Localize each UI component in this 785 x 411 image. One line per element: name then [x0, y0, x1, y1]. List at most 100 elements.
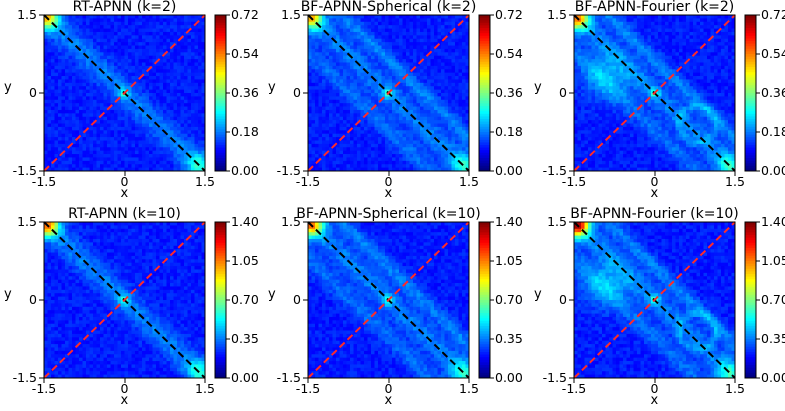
colorbar-segment	[479, 139, 490, 143]
heatmap-cell	[339, 72, 344, 77]
heatmap-cell	[409, 59, 414, 63]
heatmap-cell	[416, 154, 421, 158]
heatmap-cell	[187, 143, 192, 148]
heatmap-cell	[128, 147, 132, 152]
heatmap-cell	[58, 38, 62, 43]
heatmap-cell	[201, 86, 206, 91]
heatmap-cell	[409, 48, 414, 53]
heatmap-cell	[581, 130, 585, 135]
heatmap-cell	[308, 35, 312, 40]
heatmap-cell	[595, 130, 599, 135]
heatmap-cell	[381, 116, 386, 121]
heatmap-cell	[385, 113, 389, 118]
heatmap-cell	[131, 137, 136, 141]
heatmap-cell	[339, 69, 344, 74]
heatmap-cell	[187, 157, 192, 162]
heatmap-cell	[170, 31, 174, 36]
heatmap-cell	[462, 82, 466, 87]
heatmap-cell	[346, 99, 351, 104]
heatmap-cell	[595, 35, 599, 40]
heatmap-cell	[180, 103, 185, 107]
heatmap-cell	[367, 93, 372, 97]
heatmap-cell	[103, 79, 108, 84]
heatmap-cell	[114, 113, 118, 118]
heatmap-cell	[103, 157, 108, 162]
heatmap-cell	[441, 126, 445, 131]
heatmap-cell	[588, 164, 592, 169]
heatmap-cell	[399, 113, 403, 118]
heatmap-cell	[584, 137, 589, 141]
heatmap-cell	[462, 133, 466, 138]
heatmap-cell	[198, 157, 202, 162]
heatmap-cell	[145, 123, 150, 128]
heatmap-cell	[423, 48, 428, 53]
heatmap-cell	[96, 96, 101, 101]
heatmap-cell	[86, 137, 90, 141]
heatmap-cell	[381, 160, 386, 165]
heatmap-cell	[364, 123, 368, 128]
heatmap-cell	[61, 28, 66, 33]
heatmap-cell	[609, 72, 613, 77]
heatmap-cell	[131, 42, 136, 46]
heatmap-cell	[96, 72, 101, 77]
heatmap-cell	[595, 52, 599, 57]
heatmap-cell	[430, 86, 435, 91]
heatmap-cell	[329, 160, 333, 165]
heatmap-cell	[51, 140, 55, 145]
heatmap-cell	[152, 123, 157, 128]
heatmap-cell	[156, 160, 160, 165]
heatmap-cell	[75, 157, 80, 162]
heatmap-cell	[47, 150, 52, 155]
heatmap-cell	[385, 69, 389, 74]
heatmap-cell	[591, 35, 596, 40]
heatmap-cell	[145, 25, 150, 29]
heatmap-cell	[44, 31, 48, 36]
heatmap-cell	[437, 130, 442, 135]
heatmap-cell	[462, 106, 466, 111]
colorbar-segment	[215, 30, 226, 34]
heatmap-cell	[406, 65, 410, 70]
heatmap-cell	[187, 45, 192, 50]
heatmap-cell	[360, 96, 365, 101]
heatmap-cell	[184, 150, 188, 155]
heatmap-cell	[198, 133, 202, 138]
heatmap-cell	[420, 65, 424, 70]
heatmap-cell	[44, 35, 48, 40]
heatmap-cell	[135, 154, 139, 158]
heatmap-cell	[110, 106, 115, 111]
heatmap-cell	[170, 62, 174, 67]
heatmap-cell	[187, 123, 192, 128]
heatmap-cell	[138, 18, 143, 23]
heatmap-cell	[448, 99, 452, 104]
heatmap-cell	[437, 18, 442, 23]
heatmap-cell	[430, 99, 435, 104]
heatmap-cell	[357, 65, 361, 70]
heatmap-cell	[427, 133, 431, 138]
heatmap-cell	[353, 123, 358, 128]
heatmap-cell	[131, 143, 136, 148]
heatmap-cell	[416, 116, 421, 121]
heatmap-cell	[602, 65, 606, 70]
heatmap-cell	[96, 31, 101, 36]
heatmap-cell	[577, 69, 582, 74]
heatmap-cell	[194, 42, 199, 46]
heatmap-cell	[51, 15, 55, 19]
heatmap-cell	[131, 160, 136, 165]
heatmap-cell	[430, 48, 435, 53]
heatmap-cell	[581, 157, 585, 162]
heatmap-cell	[110, 65, 115, 70]
heatmap-cell	[595, 48, 599, 53]
heatmap-cell	[465, 160, 470, 165]
heatmap-cell	[605, 65, 610, 70]
heatmap-cell	[124, 164, 129, 169]
heatmap-cell	[75, 123, 80, 128]
heatmap-cell	[198, 25, 202, 29]
heatmap-cell	[194, 109, 199, 114]
heatmap-cell	[75, 93, 80, 97]
heatmap-cell	[110, 103, 115, 107]
heatmap-cell	[198, 45, 202, 50]
heatmap-cell	[121, 76, 125, 80]
heatmap-cell	[339, 116, 344, 121]
heatmap-cell	[54, 164, 59, 169]
heatmap-cell	[602, 42, 606, 46]
